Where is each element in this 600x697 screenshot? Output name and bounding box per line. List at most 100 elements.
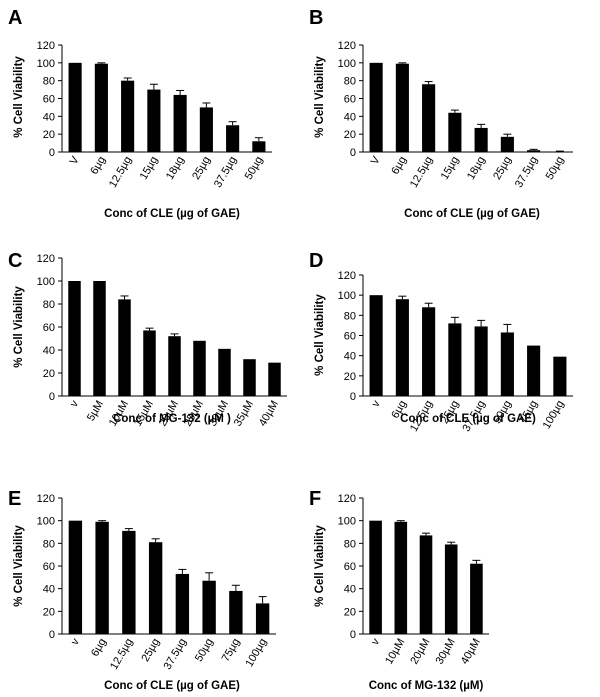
x-tick-label: 12.5µg [107,155,134,190]
panel-letter: A [8,7,22,29]
x-tick-label: v [68,398,81,409]
y-tick-label: 0 [350,147,356,159]
bar [93,281,106,396]
bar [448,112,462,152]
y-tick-label: 80 [344,538,356,550]
bar [243,359,256,396]
y-tick-label: 120 [338,493,356,505]
y-tick-label: 60 [43,94,55,106]
x-tick-label: 35µM [232,399,256,429]
y-tick-label: 80 [43,76,55,88]
bar [369,62,383,153]
bar [68,281,81,396]
chart-panel-F: F 0 20 40 60 80 100 120 v 10µM 20µM 30µM 40µM Conc of… [309,488,489,692]
bar [527,150,541,152]
y-tick-label: 100 [37,516,55,528]
y-tick-label: 60 [344,561,356,573]
bar [500,136,514,152]
y-tick-label: 120 [37,40,55,52]
x-tick-label: v [69,636,82,647]
panel-letter: C [8,250,22,272]
y-tick-label: 40 [43,111,55,123]
bar [395,63,409,152]
x-tick-label: 50µg [544,155,567,182]
bar [448,323,462,396]
x-tick-label: 6µg [389,155,409,177]
y-tick-label: 120 [37,253,55,265]
x-tick-label: 6µg [89,637,109,659]
y-tick-label: 40 [344,584,356,596]
x-axis-title: Conc of CLE (µg of GAE) [400,413,536,425]
y-tick-label: 60 [344,94,356,106]
x-tick-label: 40µM [459,637,483,667]
y-tick-label: 20 [43,606,55,618]
bar [500,332,514,396]
bar [118,299,131,396]
y-tick-label: 40 [43,345,55,357]
y-tick-label: 100 [338,58,356,70]
bar [422,307,436,396]
x-tick-label: 12.5µg [408,155,435,190]
x-tick-label: V [68,154,82,167]
x-tick-label: 37.5µg [212,155,239,190]
y-tick-label: 0 [350,629,356,641]
chart-panel-E: E 0 20 40 60 80 100 120 v 6µg 12.5µg 25µg 37.5µg 50µg… [8,488,276,692]
y-axis-title: % Cell Viability [314,525,326,607]
bar [553,151,567,153]
y-tick-label: 120 [338,40,356,52]
bar [95,521,109,634]
y-tick-label: 100 [37,276,55,288]
y-tick-label: 20 [344,371,356,383]
y-tick-label: 20 [344,129,356,141]
bar [419,535,433,634]
x-tick-label: 25µg [190,155,213,182]
x-tick-label: 18µg [164,155,187,182]
y-tick-label: 80 [344,310,356,322]
y-tick-label: 100 [338,290,356,302]
bar [68,62,82,153]
y-tick-label: 20 [43,129,55,141]
bar [444,544,458,634]
x-tick-label: v [369,636,382,647]
x-tick-label: 100µg [541,399,567,432]
y-axis-title: % Cell Viability [13,56,25,138]
y-tick-label: 40 [43,584,55,596]
bar [369,520,382,634]
bar [229,590,243,634]
x-axis-title: Conc of CLE (µg of GAE) [404,208,540,220]
x-axis-title: Conc of MG-132 (µM ) [113,413,231,425]
bar [68,520,83,634]
panel-letter: B [309,7,323,29]
y-tick-label: 0 [49,391,55,403]
x-tick-label: 18µg [465,155,488,182]
x-axis-title: Conc of CLE (µg of GAE) [104,208,240,220]
y-tick-label: 60 [43,322,55,334]
y-tick-label: 100 [37,58,55,70]
bar [470,563,483,634]
bar [143,330,156,396]
x-tick-label: V [369,154,383,167]
bar [193,340,206,396]
bar [474,326,488,396]
bar [199,107,213,152]
bar [168,336,181,396]
x-tick-label: 30µM [434,637,458,667]
x-axis-title: Conc of MG-132 (µM) [369,680,484,692]
x-tick-label: 15µg [138,155,161,182]
y-tick-label: 0 [49,629,55,641]
x-tick-label: 6µg [88,155,108,177]
x-tick-label: 40µM [257,399,281,429]
bar [226,125,240,152]
y-tick-label: 40 [344,351,356,363]
bar [121,80,135,152]
y-tick-label: 20 [344,606,356,618]
y-tick-label: 40 [344,111,356,123]
x-tick-label: 15µg [439,155,462,182]
bar [122,530,136,634]
x-tick-label: 12.5µg [108,637,135,672]
bar [369,295,383,396]
bar [527,345,541,396]
